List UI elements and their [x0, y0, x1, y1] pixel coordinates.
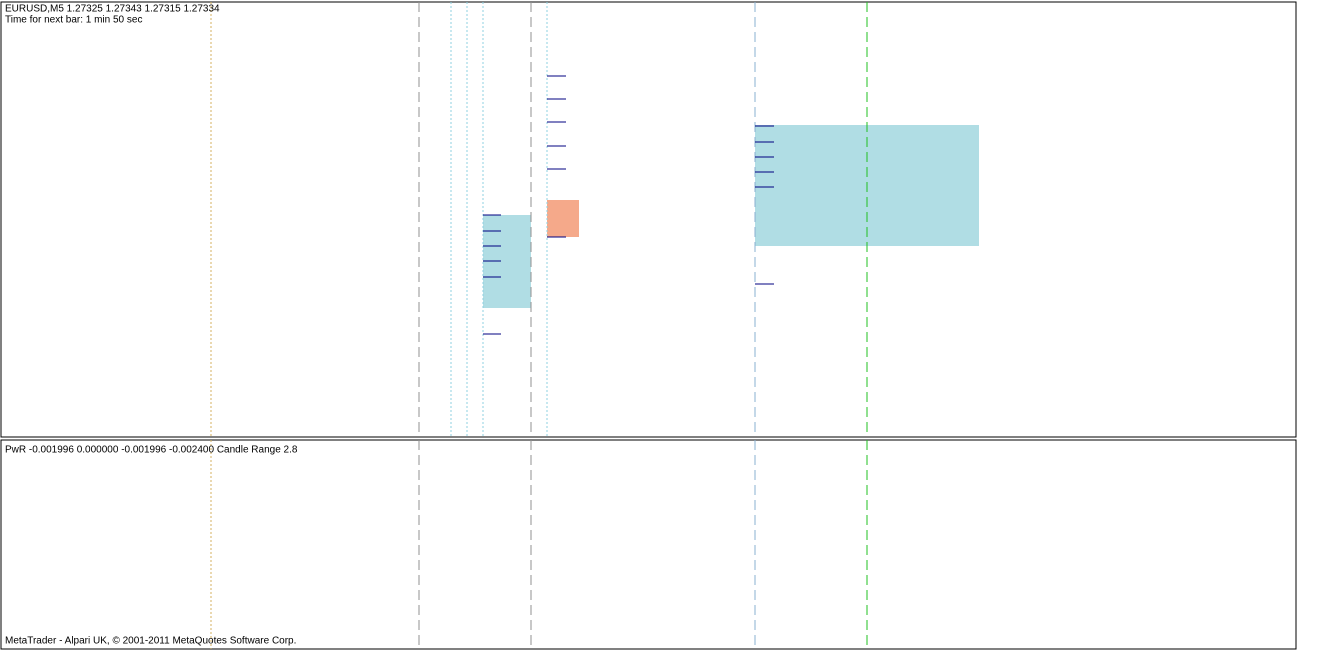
indicator-decor [210, 440, 868, 649]
chart-subtitle: Time for next bar: 1 min 50 sec [5, 15, 142, 26]
indicator-pane [0, 439, 1297, 650]
main-decor [210, 2, 979, 437]
level-ticks [483, 75, 774, 335]
watermark: MetaTrader - Alpari UK, © 2001-2011 Meta… [5, 636, 296, 647]
chart-title: EURUSD,M5 1.27325 1.27343 1.27315 1.2733… [5, 4, 220, 15]
trade-box [547, 200, 579, 237]
main-pane [0, 1, 1297, 438]
indicator-title: PwR -0.001996 0.000000 -0.001996 -0.0024… [5, 445, 298, 456]
